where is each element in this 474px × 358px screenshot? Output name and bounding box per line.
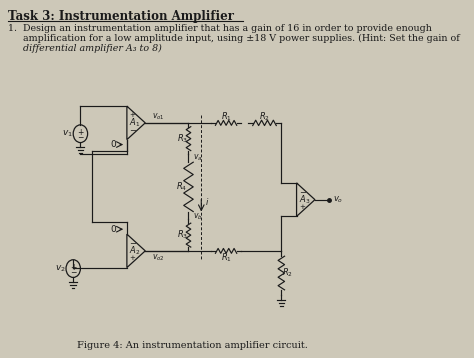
Text: $v_{o2}$: $v_{o2}$ bbox=[152, 252, 164, 263]
Text: $v_{o1}$: $v_{o1}$ bbox=[152, 112, 164, 122]
Text: amplification for a low amplitude input, using ±18 V power supplies. (Hint: Set : amplification for a low amplitude input,… bbox=[8, 34, 459, 43]
Text: +: + bbox=[70, 263, 76, 272]
Text: $R_3$: $R_3$ bbox=[176, 132, 188, 145]
Text: −: − bbox=[299, 188, 306, 197]
Text: −: − bbox=[129, 126, 137, 135]
Text: $R_1$: $R_1$ bbox=[220, 111, 232, 123]
Text: +: + bbox=[129, 255, 135, 261]
Text: $v_a$: $v_a$ bbox=[193, 152, 203, 163]
Text: +: + bbox=[77, 128, 83, 137]
Text: 0: 0 bbox=[110, 140, 116, 149]
Text: $R_2$: $R_2$ bbox=[259, 111, 270, 123]
Text: Task 3: Instrumentation Amplifier: Task 3: Instrumentation Amplifier bbox=[8, 10, 234, 23]
Text: $v_1$: $v_1$ bbox=[62, 129, 73, 139]
Text: $v_b$: $v_b$ bbox=[193, 211, 203, 222]
Text: 0: 0 bbox=[110, 225, 116, 234]
Text: $v_2$: $v_2$ bbox=[55, 263, 66, 274]
Text: $R_2$: $R_2$ bbox=[282, 267, 293, 279]
Text: $i$: $i$ bbox=[205, 196, 210, 207]
Text: $R_3$: $R_3$ bbox=[176, 229, 188, 241]
Text: $A_1$: $A_1$ bbox=[129, 117, 141, 129]
Text: $v_o$: $v_o$ bbox=[333, 194, 344, 205]
Text: $R_1$: $R_1$ bbox=[220, 252, 232, 264]
Text: Figure 4: An instrumentation amplifier circuit.: Figure 4: An instrumentation amplifier c… bbox=[77, 342, 308, 350]
Text: 1.  Design an instrumentation amplifier that has a gain of 16 in order to provid: 1. Design an instrumentation amplifier t… bbox=[8, 24, 431, 33]
Text: −: − bbox=[77, 133, 83, 142]
Text: +: + bbox=[299, 204, 305, 210]
Text: −: − bbox=[70, 268, 76, 277]
Text: $A_3$: $A_3$ bbox=[299, 193, 310, 206]
Text: −: − bbox=[129, 239, 137, 248]
Text: $R_4$: $R_4$ bbox=[176, 181, 188, 193]
Text: differential amplifier A₃ to 8): differential amplifier A₃ to 8) bbox=[8, 44, 162, 53]
Text: +: + bbox=[129, 112, 135, 118]
Text: $A_2$: $A_2$ bbox=[129, 245, 141, 257]
